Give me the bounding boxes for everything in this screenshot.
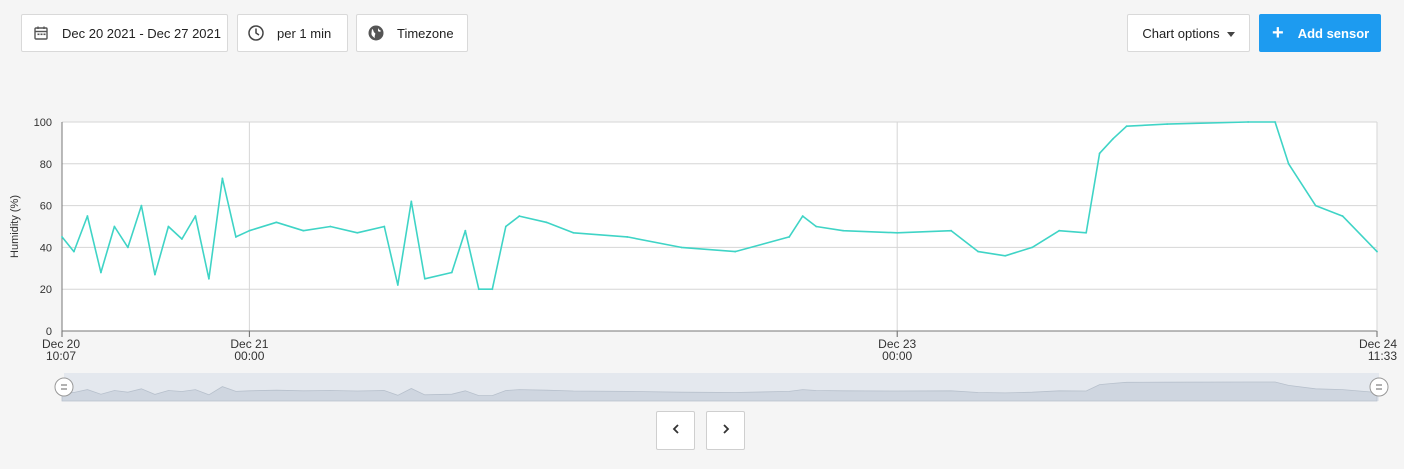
y-tick-label: 0 [46,326,52,338]
data-point [977,250,980,253]
previous-period-button[interactable] [656,411,695,450]
data-point [329,225,332,228]
data-point [1004,254,1007,257]
data-point [896,231,899,234]
data-point [464,229,467,232]
data-point [504,225,507,228]
data-point [154,273,156,276]
add-sensor-button[interactable]: + Add sensor [1259,14,1381,52]
data-point [1274,121,1277,123]
plot-area [62,122,1377,331]
data-point [1058,229,1061,232]
x-tick-label: 00:00 [882,349,912,363]
data-point [127,246,129,249]
data-point [61,236,63,238]
chevron-left-icon [670,422,682,440]
interval-label: per 1 min [277,25,332,41]
date-range-button[interactable]: Dec 20 2021 - Dec 27 2021 [21,14,228,52]
y-tick-label: 60 [40,201,52,213]
y-tick-label: 100 [34,117,52,129]
data-point [1314,204,1317,207]
data-point [140,204,143,207]
data-point [1287,162,1290,165]
add-sensor-label: Add sensor [1297,25,1370,41]
data-point [221,177,224,180]
x-tick-label: 10:07 [46,349,76,363]
data-point [356,231,359,234]
data-point [1098,152,1101,155]
data-point [1085,231,1088,234]
data-point [410,200,413,203]
data-point [1376,250,1378,253]
data-point [396,284,399,286]
data-point [194,215,197,217]
data-point [113,225,116,228]
y-tick-label: 80 [40,159,52,171]
data-point [734,250,737,253]
data-point [801,215,804,217]
y-tick-label: 40 [40,242,52,254]
data-point [1247,121,1250,123]
data-point [572,231,575,234]
x-tick-label: 00:00 [234,349,264,363]
data-point [423,277,426,280]
data-point [680,246,683,249]
globe-icon [367,24,385,42]
data-point [180,238,183,240]
chevron-right-icon [720,422,732,440]
data-point [100,271,102,274]
navigator-handle [1369,377,1389,397]
navigator-series [61,381,1378,402]
data-point [545,221,548,224]
navigator-handle [54,377,74,397]
plus-icon: + [1272,22,1284,44]
data-point [1031,246,1034,249]
data-point [1112,137,1115,140]
data-point [450,271,453,274]
data-point [1166,123,1169,125]
data-point [86,215,89,217]
date-range-label: Dec 20 2021 - Dec 27 2021 [62,25,221,41]
data-point [248,229,251,232]
x-tick-label: Dec 23 [878,337,916,351]
timezone-label: Timezone [397,25,454,41]
data-point [73,250,75,253]
data-point [383,225,386,228]
data-point [1125,125,1128,128]
timezone-button[interactable]: Timezone [356,14,468,52]
data-point [275,221,278,224]
data-point [491,288,494,291]
data-point [788,236,791,238]
data-point [626,236,629,238]
caret-down-icon [1226,31,1235,37]
y-axis-title: Humidity (%) [9,195,21,258]
data-point [815,225,818,228]
data-point [207,277,210,280]
chart-options-button[interactable]: Chart options [1127,14,1250,52]
data-point [950,229,953,232]
data-point [1341,215,1344,217]
data-point [167,225,170,228]
x-tick-label: 11:33 [1368,349,1397,363]
x-tick-label: Dec 20 [42,337,80,351]
data-point [518,215,521,217]
x-tick-label: Dec 24 [1359,337,1397,351]
calendar-icon [32,24,50,42]
data-point [302,229,305,232]
y-tick-label: 20 [40,284,52,296]
clock-icon [247,24,265,42]
data-point [842,229,845,232]
next-period-button[interactable] [706,411,745,450]
interval-button[interactable]: per 1 min [237,14,348,52]
data-point [234,236,237,238]
chart-options-label: Chart options [1142,25,1220,41]
data-point [477,288,480,291]
x-tick-label: Dec 21 [230,337,268,351]
